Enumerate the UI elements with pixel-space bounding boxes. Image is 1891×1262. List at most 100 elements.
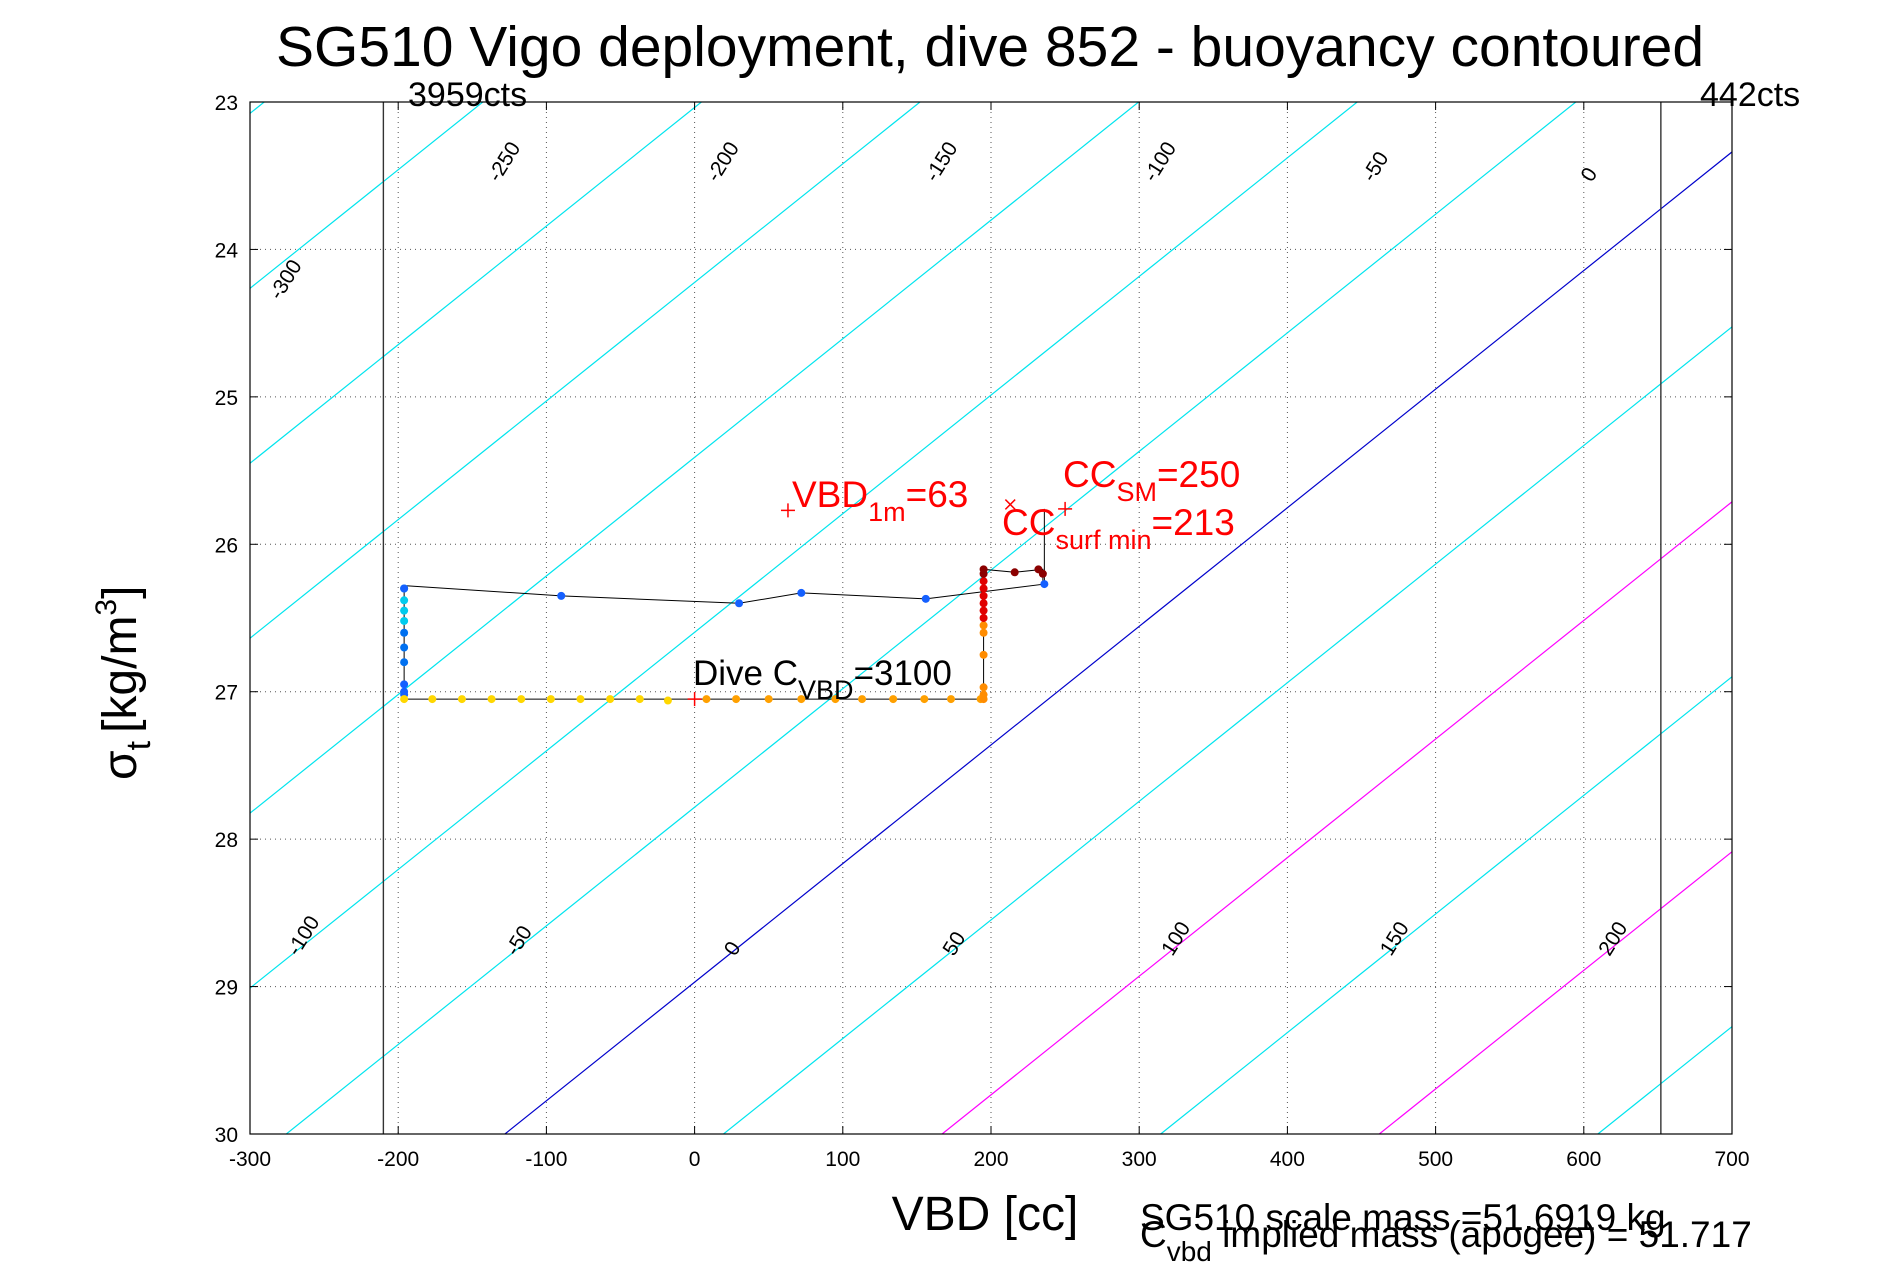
- bottom-point: [889, 695, 898, 704]
- cross-marker: [1004, 499, 1016, 510]
- annotation-markers: [687, 499, 1073, 707]
- contour-line: [250, 102, 1139, 814]
- contour-label-top: -250: [484, 138, 526, 186]
- contour-label-bottom: 100: [1157, 918, 1195, 960]
- ascent-point: [979, 690, 988, 699]
- contour-label-top: -50: [1358, 148, 1394, 186]
- bottom-point: [428, 695, 437, 704]
- chart-title: SG510 Vigo deployment, dive 852 - buoyan…: [276, 15, 1704, 79]
- bottom-point: [946, 695, 955, 704]
- bottom-point: [576, 695, 585, 704]
- y-tick-label: 27: [215, 682, 238, 705]
- dive-traces: [400, 508, 1049, 705]
- y-tick-label: 24: [215, 239, 239, 262]
- y-tick-label: 23: [215, 92, 238, 115]
- vbd-limit-lines: [382, 102, 1662, 1134]
- contour-label-bottom: 200: [1594, 918, 1632, 960]
- ascent-point: [1038, 569, 1047, 578]
- descent-point: [400, 628, 409, 637]
- x-tick-label: -200: [377, 1148, 419, 1171]
- density-contours: [0, 102, 1891, 1134]
- x-tick-label: 500: [1418, 1148, 1453, 1171]
- contour-line: [1816, 102, 1891, 1134]
- bottom-point: [858, 695, 867, 704]
- contour-label-bottom: -50: [501, 922, 537, 960]
- descent-point: [400, 596, 409, 605]
- contour-line: [941, 501, 1732, 1134]
- bottom-point: [400, 695, 409, 704]
- contour-line: [250, 102, 702, 465]
- contour-line: [504, 151, 1732, 1134]
- glide-point: [735, 599, 744, 608]
- contour-label-top: -300: [265, 256, 307, 304]
- x-tick-label: 600: [1566, 1148, 1601, 1171]
- x-tick-label: 300: [1122, 1148, 1157, 1171]
- ascent-point: [979, 599, 988, 608]
- contour-label-top: 0: [1576, 164, 1602, 186]
- y-axis-label: σt[kg/m3]: [90, 586, 158, 780]
- vbd-1m-annotation: VBD1m=63: [792, 474, 968, 527]
- bottom-point: [606, 695, 615, 704]
- contour-line: [0, 102, 46, 1134]
- ascent-point: [979, 584, 988, 593]
- ascent-point: [979, 565, 988, 574]
- ascent-point: [1010, 568, 1019, 577]
- x-tick-label: 400: [1270, 1148, 1305, 1171]
- x-axis-label: VBD [cc]: [892, 1188, 1079, 1241]
- contour-label-top: -150: [921, 138, 963, 186]
- ascent-point: [979, 650, 988, 659]
- contour-label-bottom: 50: [938, 928, 970, 960]
- dive-cvbd-annotation: Dive CVBD=3100: [693, 654, 952, 705]
- x-tick-label: 700: [1714, 1148, 1749, 1171]
- ascent-point: [979, 614, 988, 622]
- bottom-point: [546, 695, 555, 704]
- descent-point: [400, 616, 409, 625]
- y-tick-label: 26: [215, 534, 238, 557]
- axis-ticks: -300 -200 -100 0 100 200 300 400 500 600 700232425…: [215, 92, 1750, 1171]
- bottom-point: [663, 696, 672, 705]
- contour-line: [1378, 850, 1732, 1134]
- ascent-point: [979, 591, 988, 600]
- bottom-point: [487, 695, 496, 704]
- contour-label-bottom: 0: [720, 938, 746, 960]
- contour-label-bottom: -100: [283, 912, 325, 960]
- contour-line: [250, 102, 1358, 989]
- bottom-point: [457, 695, 466, 704]
- y-tick-label: 25: [215, 387, 238, 410]
- glide-point: [797, 588, 806, 597]
- grid-lines: [249, 101, 1733, 1135]
- y-tick-label: 29: [215, 977, 238, 1000]
- glide-point: [557, 591, 566, 600]
- ascent-point: [979, 683, 988, 692]
- descent-point: [400, 680, 409, 689]
- glide-point: [400, 584, 409, 593]
- scale-mass-footer: SG510 scale mass =51.6919 kg: [1140, 1197, 1666, 1238]
- x-tick-label: 0: [689, 1148, 701, 1171]
- glide-point: [921, 594, 930, 603]
- bottom-point: [635, 695, 644, 704]
- glide-point: [1040, 580, 1049, 589]
- contour-line: [250, 102, 921, 639]
- bottom-point: [517, 695, 526, 704]
- contour-labels: -300 -250 -200 -150 -100 -100 -50 -50 0 0 50 100 150…: [265, 138, 1632, 960]
- y-tick-label: 30: [215, 1124, 238, 1147]
- ascent-point: [979, 577, 988, 586]
- contour-line: [285, 102, 1577, 1134]
- bottom-point: [797, 695, 806, 704]
- descent-point: [400, 658, 409, 667]
- bottom-point: [732, 695, 741, 704]
- ascent-trace: [983, 568, 1044, 700]
- contour-label-top: -100: [1139, 138, 1181, 186]
- ascent-point: [979, 621, 988, 630]
- ascent-point: [979, 628, 988, 637]
- vbd-max-counts-label: 442cts: [1700, 76, 1800, 114]
- contour-line: [1597, 1025, 1732, 1134]
- descent-point: [400, 643, 409, 652]
- glide-trace: [404, 508, 1045, 604]
- bottom-point: [702, 695, 711, 704]
- implied-mass-footer: Cvbd implied mass (apogee) = 51.717: [1140, 1214, 1752, 1262]
- x-tick-label: -100: [525, 1148, 567, 1171]
- contour-label-top: -200: [702, 138, 744, 186]
- x-tick-label: 100: [825, 1148, 860, 1171]
